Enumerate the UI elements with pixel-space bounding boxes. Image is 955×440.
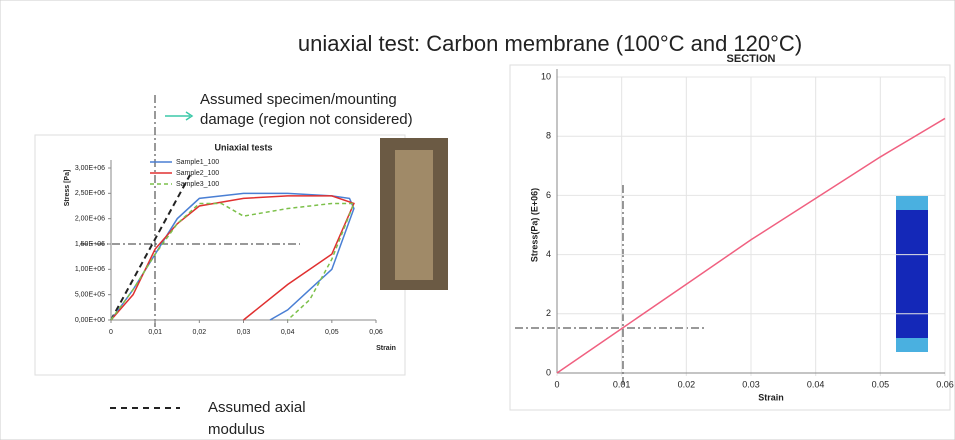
y-tick-label: 2 [546, 308, 551, 318]
y-tick-label: 1,00E+06 [75, 266, 105, 273]
y-tick-label: 10 [541, 71, 551, 81]
contour-image-top [896, 196, 928, 210]
x-tick-label: 0.02 [678, 379, 696, 389]
x-tick-label: 0,05 [325, 329, 339, 336]
y-tick-label: 1,50E+06 [75, 241, 105, 248]
specimen-photo-detail [395, 150, 433, 280]
annotation: Assumed axial [208, 399, 306, 416]
x-tick-label: 0 [109, 329, 113, 336]
y-tick-label: 5,00E+05 [75, 292, 105, 299]
x-tick-label: 0.05 [872, 379, 890, 389]
x-axis-label: Strain [758, 392, 784, 402]
y-axis-label: Stress(Pa) (E+06) [529, 188, 539, 262]
annotation: Assumed specimen/mounting [200, 91, 397, 108]
x-tick-label: 0.04 [807, 379, 825, 389]
x-tick-label: 0.01 [613, 379, 631, 389]
series-line [110, 202, 356, 321]
x-tick-label: 0 [554, 379, 559, 389]
slide-title: uniaxial test: Carbon membrane (100°C an… [298, 31, 802, 56]
right-chart-frame [509, 64, 951, 411]
series-line [110, 195, 355, 321]
y-tick-label: 6 [546, 190, 551, 200]
series-line [556, 117, 946, 374]
x-tick-label: 0,04 [281, 329, 295, 336]
chart-title: SECTION [727, 53, 776, 65]
annotation: modulus [208, 421, 265, 438]
y-tick-label: 8 [546, 131, 551, 141]
y-axis-label: Stress [Pa] [64, 170, 71, 207]
legend-label: Sample2_100 [176, 170, 219, 177]
y-tick-label: 2,00E+06 [75, 216, 105, 223]
contour-image-bottom [896, 338, 928, 352]
y-tick-label: 0,00E+00 [75, 317, 105, 324]
y-tick-label: 2,50E+06 [75, 190, 105, 197]
x-tick-label: 0,02 [193, 329, 207, 336]
contour-image [896, 196, 928, 352]
legend-label: Sample3_100 [176, 181, 219, 188]
legend-label: Sample1_100 [176, 159, 219, 166]
y-tick-label: 4 [546, 249, 551, 259]
x-tick-label: 0,01 [148, 329, 162, 336]
y-tick-label: 0 [546, 367, 551, 377]
x-tick-label: 0,03 [237, 329, 251, 336]
chart-title: Uniaxial tests [214, 142, 272, 152]
modulus-line [110, 174, 191, 321]
y-tick-label: 3,00E+06 [75, 165, 105, 172]
x-tick-label: 0.06 [936, 379, 954, 389]
x-tick-label: 0.03 [742, 379, 760, 389]
x-tick-label: 0,06 [369, 329, 383, 336]
x-axis-label: Strain [376, 345, 396, 352]
annotation-arrow [185, 111, 194, 121]
annotation: damage (region not considered) [200, 111, 413, 128]
